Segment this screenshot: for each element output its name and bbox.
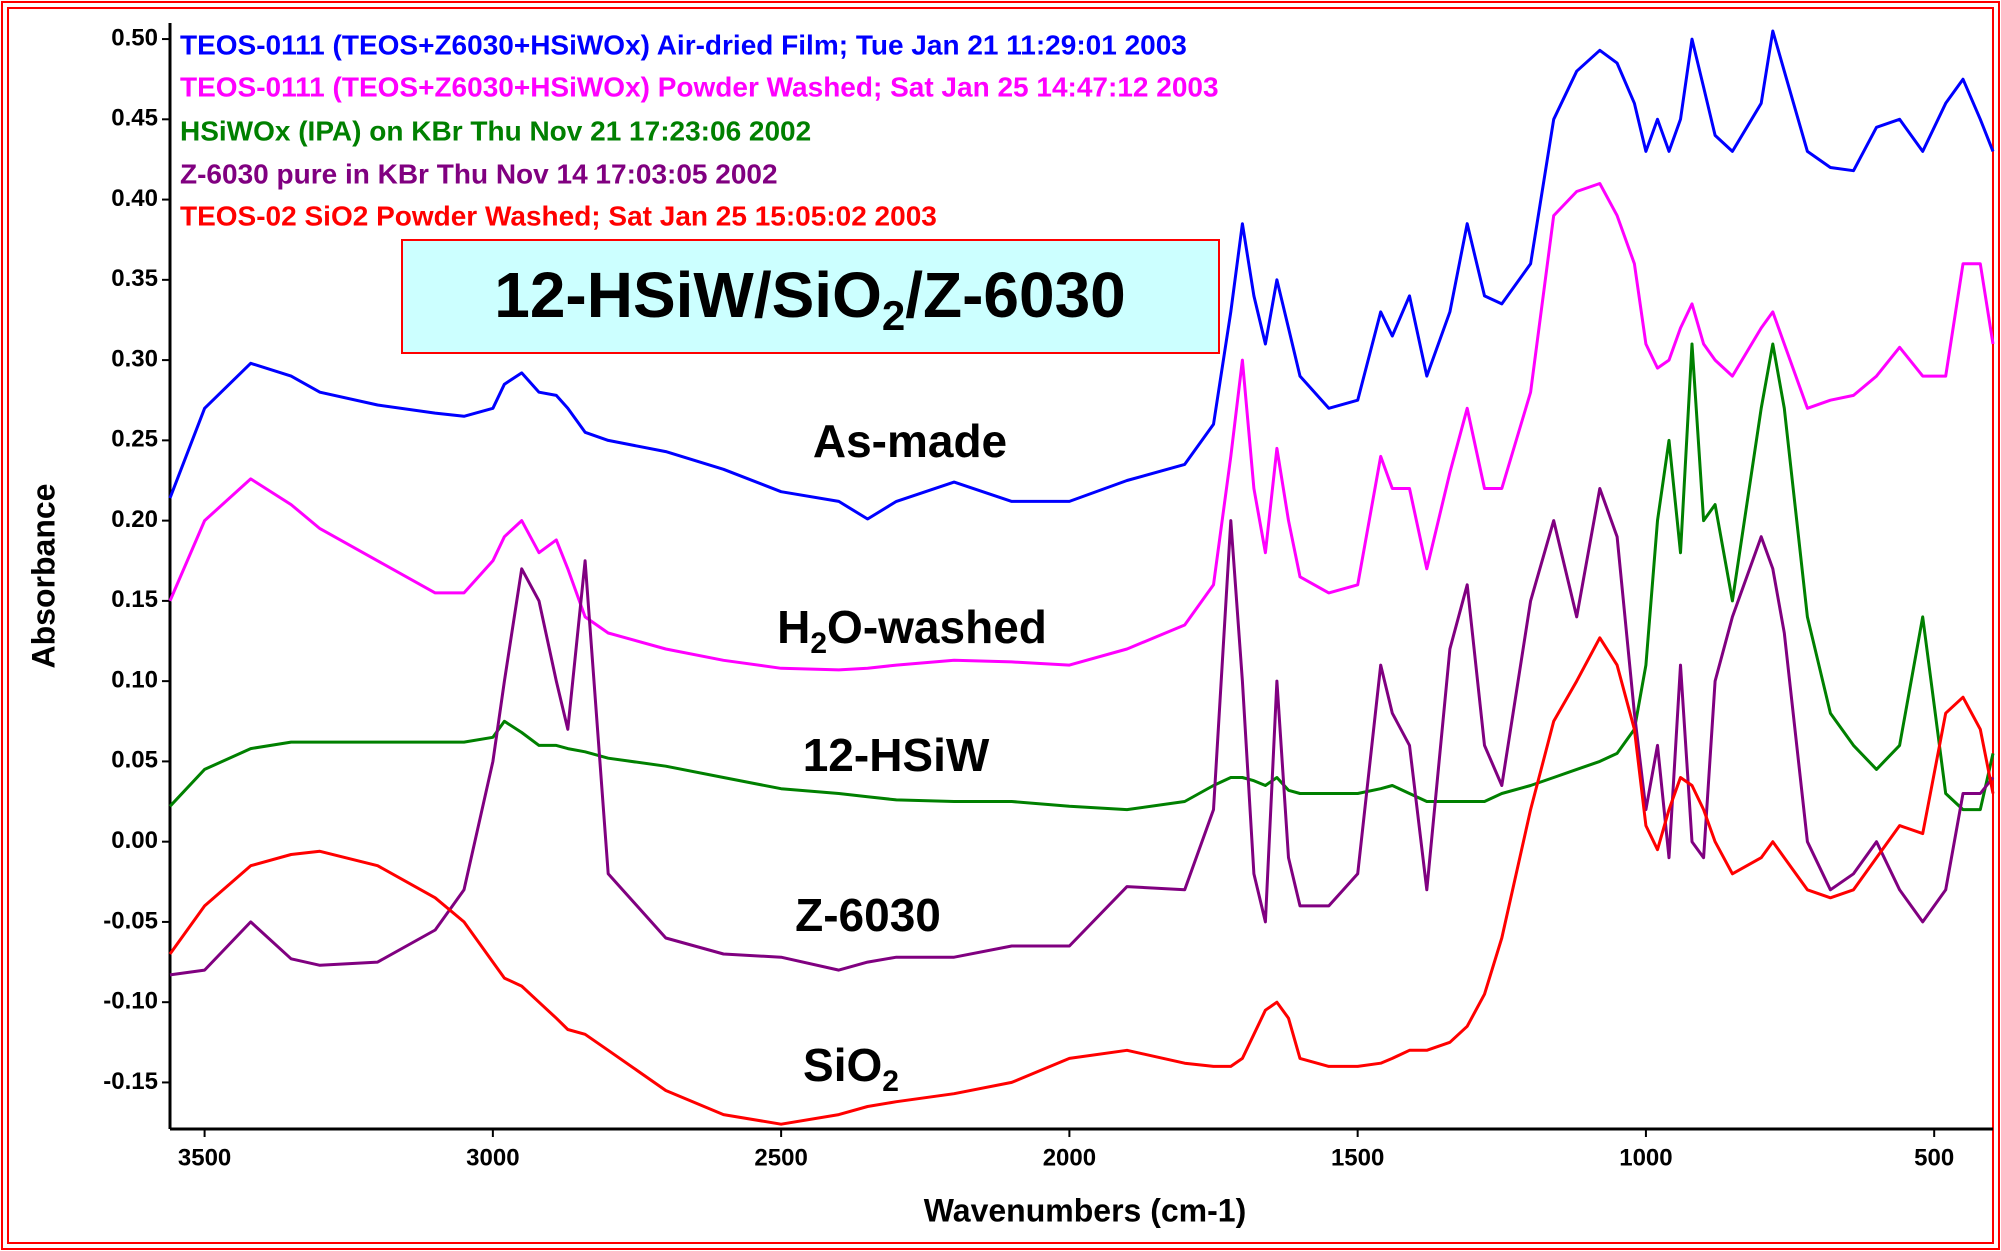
annotation: As-made bbox=[813, 415, 1007, 467]
y-tick-label: -0.10 bbox=[103, 988, 158, 1015]
y-tick-label: 0.30 bbox=[111, 345, 158, 372]
annotation-text: Z-6030 bbox=[795, 889, 941, 941]
annotation-text: H bbox=[777, 601, 810, 653]
x-tick-label: 3500 bbox=[178, 1144, 231, 1171]
spectrum-line bbox=[168, 182, 1995, 672]
x-tick-label: 1000 bbox=[1619, 1144, 1672, 1171]
annotation: SiO2 bbox=[803, 1039, 899, 1098]
x-tick-label: 3000 bbox=[466, 1144, 519, 1171]
annotation-text: O-washed bbox=[827, 601, 1047, 653]
y-tick-label: 0.40 bbox=[111, 185, 158, 212]
y-tick-label: 0.05 bbox=[111, 747, 158, 774]
annotation-text: 12-HSiW/SiO bbox=[494, 259, 882, 331]
annotation-text: /Z-6030 bbox=[905, 259, 1126, 331]
legend-entry: TEOS-0111 (TEOS+Z6030+HSiWOx) Powder Was… bbox=[180, 71, 1219, 102]
annotation-subscript: 2 bbox=[882, 292, 905, 339]
x-tick-label: 500 bbox=[1914, 1144, 1954, 1171]
spectrum-line bbox=[169, 487, 1995, 977]
spectrum-line bbox=[168, 636, 1995, 1126]
annotation: 12-HSiW bbox=[803, 729, 990, 781]
annotation: H2O-washed bbox=[777, 601, 1047, 660]
annotation-subscript: 2 bbox=[810, 627, 827, 660]
legend-entry: TEOS-02 SiO2 Powder Washed; Sat Jan 25 1… bbox=[180, 200, 937, 231]
x-tick-label: 2500 bbox=[754, 1144, 807, 1171]
annotation-text: 12-HSiW bbox=[803, 729, 990, 781]
y-tick-label: 0.15 bbox=[111, 586, 158, 613]
x-tick-label: 2000 bbox=[1043, 1144, 1096, 1171]
annotation: Z-6030 bbox=[795, 889, 941, 941]
legend-entry: HSiWOx (IPA) on KBr Thu Nov 21 17:23:06 … bbox=[180, 115, 811, 146]
y-tick-label: 0.00 bbox=[111, 827, 158, 854]
title-box bbox=[401, 239, 1220, 354]
spectrum-line bbox=[168, 342, 1995, 812]
y-tick-label: -0.05 bbox=[103, 907, 158, 934]
spectrum-line bbox=[168, 29, 1995, 521]
legend-entry: Z-6030 pure in KBr Thu Nov 14 17:03:05 2… bbox=[180, 158, 778, 189]
y-tick-label: 0.25 bbox=[111, 426, 158, 453]
annotation-text: As-made bbox=[813, 415, 1007, 467]
y-tick-label: 0.35 bbox=[111, 265, 158, 292]
y-tick-label: -0.15 bbox=[103, 1068, 158, 1095]
y-tick-label: 0.50 bbox=[111, 24, 158, 51]
y-tick-label: 0.10 bbox=[111, 666, 158, 693]
x-tick-label: 1500 bbox=[1331, 1144, 1384, 1171]
annotation-text: SiO bbox=[803, 1039, 882, 1091]
frame-inner bbox=[7, 7, 1994, 1244]
y-axis-label: Absorbance bbox=[25, 484, 61, 669]
annotation: 12-HSiW/SiO2/Z-6030 bbox=[494, 259, 1126, 339]
y-tick-label: 0.45 bbox=[111, 105, 158, 132]
x-axis-label: Wavenumbers (cm-1) bbox=[924, 1192, 1246, 1228]
legend-entry: TEOS-0111 (TEOS+Z6030+HSiWOx) Air-dried … bbox=[180, 29, 1187, 60]
annotation-subscript: 2 bbox=[882, 1065, 899, 1098]
y-tick-label: 0.20 bbox=[111, 506, 158, 533]
